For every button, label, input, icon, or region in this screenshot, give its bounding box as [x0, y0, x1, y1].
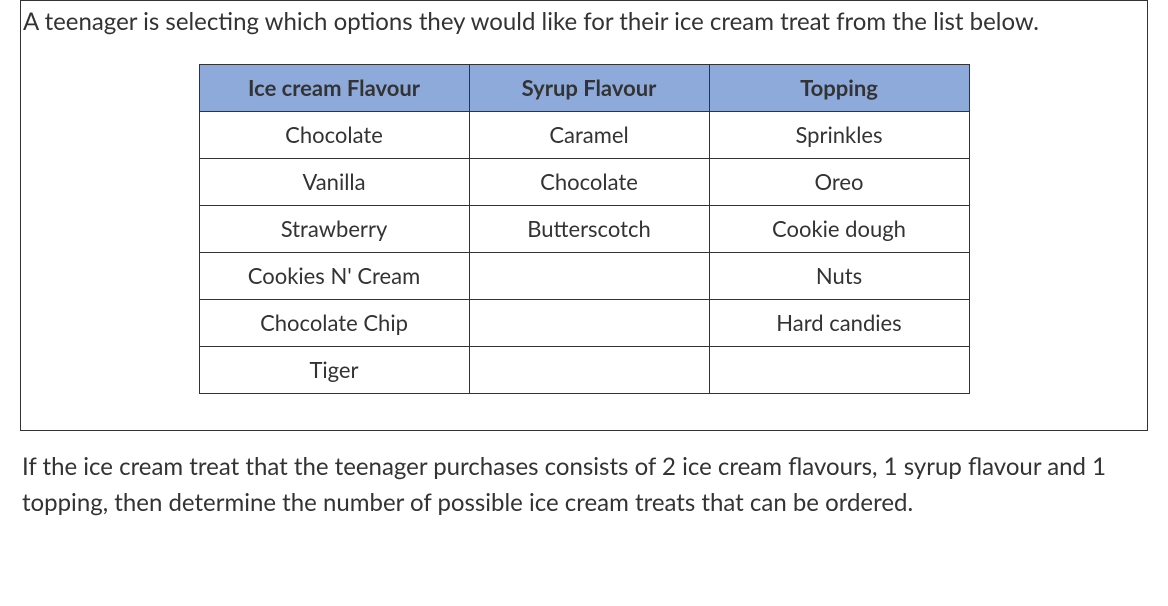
options-table-wrap: Ice cream Flavour Syrup Flavour Topping … — [21, 58, 1147, 430]
cell-topping: Cookie dough — [709, 205, 969, 252]
problem-frame: A teenager is selecting which options th… — [20, 0, 1148, 431]
table-body: Chocolate Caramel Sprinkles Vanilla Choc… — [199, 111, 969, 393]
cell-syrup: Chocolate — [469, 158, 709, 205]
table-row: Tiger — [199, 346, 969, 393]
cell-ice-cream: Strawberry — [199, 205, 469, 252]
options-table: Ice cream Flavour Syrup Flavour Topping … — [199, 64, 970, 394]
table-head: Ice cream Flavour Syrup Flavour Topping — [199, 64, 969, 111]
cell-syrup: Butterscotch — [469, 205, 709, 252]
header-ice-cream: Ice cream Flavour — [199, 64, 469, 111]
intro-text: A teenager is selecting which options th… — [21, 1, 1147, 58]
cell-topping: Oreo — [709, 158, 969, 205]
cell-topping: Hard candies — [709, 299, 969, 346]
cell-empty — [469, 346, 709, 393]
cell-ice-cream: Vanilla — [199, 158, 469, 205]
table-row: Chocolate Caramel Sprinkles — [199, 111, 969, 158]
table-row: Strawberry Butterscotch Cookie dough — [199, 205, 969, 252]
cell-ice-cream: Chocolate Chip — [199, 299, 469, 346]
page: A teenager is selecting which options th… — [0, 0, 1168, 541]
table-row: Cookies N' Cream Nuts — [199, 252, 969, 299]
cell-ice-cream: Cookies N' Cream — [199, 252, 469, 299]
cell-ice-cream: Tiger — [199, 346, 469, 393]
cell-syrup: Caramel — [469, 111, 709, 158]
cell-empty — [469, 252, 709, 299]
cell-empty — [469, 299, 709, 346]
table-row: Chocolate Chip Hard candies — [199, 299, 969, 346]
cell-topping: Nuts — [709, 252, 969, 299]
cell-ice-cream: Chocolate — [199, 111, 469, 158]
cell-topping: Sprinkles — [709, 111, 969, 158]
header-syrup: Syrup Flavour — [469, 64, 709, 111]
table-header-row: Ice cream Flavour Syrup Flavour Topping — [199, 64, 969, 111]
header-topping: Topping — [709, 64, 969, 111]
cell-empty — [709, 346, 969, 393]
question-text: If the ice cream treat that the teenager… — [20, 449, 1148, 521]
table-row: Vanilla Chocolate Oreo — [199, 158, 969, 205]
